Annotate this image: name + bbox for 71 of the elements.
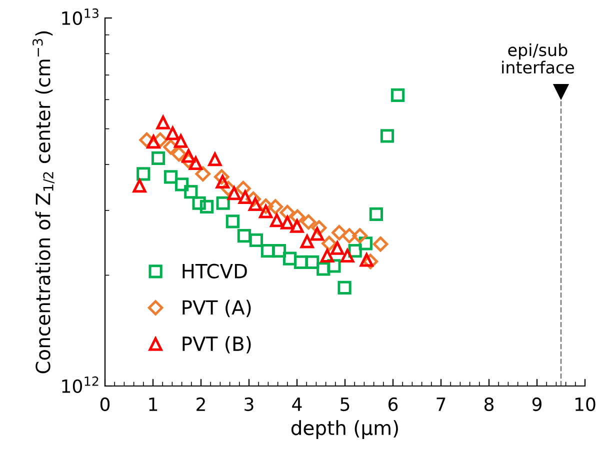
point	[306, 255, 320, 269]
point	[171, 146, 187, 162]
y-tick-label: 10$^{13}$	[62, 8, 98, 25]
point	[164, 170, 178, 184]
point	[338, 280, 352, 294]
point	[282, 252, 297, 266]
x-tick-label: 1	[149, 398, 158, 411]
point	[352, 228, 368, 244]
point	[280, 216, 294, 230]
point	[188, 156, 203, 170]
point	[332, 225, 347, 240]
point	[182, 149, 196, 163]
point	[208, 152, 222, 166]
point	[174, 134, 188, 148]
point	[136, 167, 150, 181]
point	[372, 236, 388, 252]
point	[260, 244, 275, 258]
point	[146, 134, 160, 149]
point	[200, 200, 214, 214]
point	[320, 248, 334, 262]
point	[156, 116, 170, 130]
x-tick-label: 3	[244, 397, 254, 412]
point	[192, 196, 206, 210]
ref-line-label: epi/sub interface	[502, 43, 574, 74]
x-tick-label: 4	[292, 398, 302, 411]
point	[132, 178, 146, 193]
legend-label: PVT (A)	[182, 300, 251, 318]
point	[216, 196, 230, 210]
point	[166, 126, 180, 140]
point	[195, 166, 211, 182]
x-tick-label: 5	[340, 398, 350, 412]
point	[272, 244, 286, 258]
point	[226, 214, 240, 228]
legend-label: HTCVD	[182, 264, 247, 278]
point	[248, 197, 262, 211]
point	[316, 262, 330, 276]
point	[290, 219, 304, 233]
x-tick-label: 0	[100, 397, 110, 412]
point	[268, 199, 284, 214]
point	[342, 228, 357, 244]
point	[258, 204, 273, 218]
point	[300, 234, 314, 248]
point	[380, 129, 394, 143]
x-tick-label: 2	[196, 397, 205, 411]
point	[151, 151, 166, 165]
x-axis-title: depth (μm)	[291, 420, 398, 439]
y-tick-label: 10$^{12}$	[62, 376, 98, 393]
point	[270, 214, 284, 228]
x-tick-label: 7	[436, 398, 446, 411]
point	[330, 241, 344, 255]
point	[300, 214, 316, 230]
point	[227, 186, 241, 200]
x-tick-label: 6	[388, 397, 398, 412]
point	[360, 253, 374, 267]
legend-label: PVT (B)	[182, 336, 251, 354]
x-tick-label: 9	[532, 397, 542, 412]
point	[237, 228, 252, 243]
point	[249, 233, 264, 248]
x-tick-label: 10	[575, 397, 596, 412]
point	[174, 178, 189, 192]
y-axis-title: Concentration of Z$_{1/2}$ center (cm$^{−3}$)	[32, 31, 55, 374]
point	[369, 207, 384, 221]
x-tick-label: 8	[484, 397, 494, 412]
point	[216, 174, 230, 189]
point	[184, 185, 198, 199]
point	[340, 248, 354, 262]
point	[310, 227, 324, 241]
point	[322, 236, 337, 252]
point	[390, 88, 405, 102]
point	[294, 255, 308, 269]
point	[238, 190, 252, 204]
